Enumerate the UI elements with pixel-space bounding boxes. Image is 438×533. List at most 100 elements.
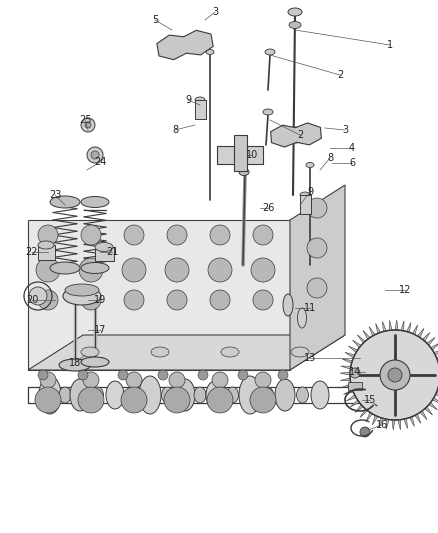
- FancyBboxPatch shape: [300, 195, 311, 214]
- Circle shape: [238, 370, 248, 380]
- Text: 10: 10: [246, 150, 258, 160]
- Ellipse shape: [195, 97, 205, 103]
- Ellipse shape: [263, 109, 273, 115]
- Polygon shape: [363, 330, 370, 340]
- Circle shape: [38, 370, 48, 380]
- Polygon shape: [404, 418, 407, 429]
- Ellipse shape: [81, 262, 109, 273]
- Polygon shape: [360, 409, 367, 417]
- Polygon shape: [427, 337, 435, 345]
- Ellipse shape: [194, 387, 206, 403]
- Polygon shape: [406, 322, 411, 333]
- Circle shape: [36, 258, 60, 282]
- Text: 13: 13: [304, 353, 316, 363]
- Polygon shape: [343, 390, 353, 394]
- Ellipse shape: [283, 294, 293, 316]
- Polygon shape: [157, 30, 213, 60]
- Circle shape: [208, 258, 232, 282]
- Polygon shape: [340, 378, 350, 381]
- Circle shape: [81, 118, 95, 132]
- Polygon shape: [353, 340, 361, 348]
- Circle shape: [83, 372, 99, 388]
- Polygon shape: [415, 414, 421, 424]
- Circle shape: [118, 370, 128, 380]
- Circle shape: [253, 290, 273, 310]
- Text: 22: 22: [26, 247, 38, 257]
- Text: 23: 23: [49, 190, 61, 200]
- Polygon shape: [366, 413, 372, 422]
- Ellipse shape: [81, 197, 109, 207]
- Polygon shape: [350, 400, 359, 407]
- Ellipse shape: [151, 347, 169, 357]
- Ellipse shape: [59, 359, 91, 371]
- Ellipse shape: [162, 387, 173, 403]
- Ellipse shape: [311, 381, 329, 409]
- Circle shape: [81, 290, 101, 310]
- Circle shape: [212, 372, 228, 388]
- Ellipse shape: [297, 308, 307, 328]
- Ellipse shape: [239, 376, 261, 414]
- Text: 3: 3: [212, 7, 218, 17]
- Text: 9: 9: [185, 95, 191, 105]
- Text: 2: 2: [297, 130, 303, 140]
- FancyBboxPatch shape: [194, 100, 205, 118]
- Ellipse shape: [300, 192, 310, 198]
- Circle shape: [350, 330, 438, 420]
- Circle shape: [40, 372, 56, 388]
- Circle shape: [35, 387, 61, 413]
- Ellipse shape: [306, 163, 314, 167]
- Polygon shape: [355, 405, 363, 413]
- Polygon shape: [290, 185, 345, 370]
- Polygon shape: [379, 418, 383, 427]
- Ellipse shape: [38, 241, 54, 249]
- Circle shape: [158, 370, 168, 380]
- Polygon shape: [395, 320, 398, 330]
- Circle shape: [250, 387, 276, 413]
- FancyBboxPatch shape: [233, 134, 247, 171]
- Text: 4: 4: [349, 143, 355, 153]
- Circle shape: [79, 258, 103, 282]
- Ellipse shape: [265, 49, 275, 55]
- Polygon shape: [420, 411, 427, 419]
- Polygon shape: [357, 335, 365, 343]
- Polygon shape: [343, 359, 353, 364]
- Ellipse shape: [226, 387, 239, 403]
- Text: 1: 1: [387, 40, 393, 50]
- Ellipse shape: [50, 262, 80, 274]
- Circle shape: [278, 370, 288, 380]
- Circle shape: [307, 238, 327, 258]
- Ellipse shape: [63, 287, 101, 305]
- Circle shape: [124, 225, 144, 245]
- Polygon shape: [369, 327, 375, 336]
- Circle shape: [181, 41, 189, 49]
- Polygon shape: [431, 343, 438, 350]
- Polygon shape: [425, 407, 433, 415]
- Text: 20: 20: [26, 295, 38, 305]
- Text: 21: 21: [106, 247, 118, 257]
- Polygon shape: [435, 392, 438, 398]
- Text: 11: 11: [304, 303, 316, 313]
- Text: 26: 26: [262, 203, 274, 213]
- Polygon shape: [372, 415, 378, 425]
- Circle shape: [167, 225, 187, 245]
- Circle shape: [81, 225, 101, 245]
- Ellipse shape: [297, 387, 308, 403]
- Text: 19: 19: [94, 295, 106, 305]
- Polygon shape: [345, 352, 355, 358]
- Text: 5: 5: [152, 15, 158, 25]
- FancyBboxPatch shape: [348, 382, 362, 390]
- Ellipse shape: [239, 168, 249, 175]
- FancyBboxPatch shape: [38, 245, 54, 260]
- Text: 15: 15: [364, 395, 376, 405]
- Polygon shape: [401, 321, 404, 331]
- Polygon shape: [410, 417, 414, 426]
- Circle shape: [167, 290, 187, 310]
- Circle shape: [255, 372, 271, 388]
- Polygon shape: [392, 420, 395, 430]
- Ellipse shape: [261, 387, 273, 403]
- Text: 3: 3: [342, 125, 348, 135]
- Circle shape: [91, 151, 99, 159]
- Circle shape: [121, 387, 147, 413]
- Polygon shape: [28, 335, 345, 370]
- Ellipse shape: [127, 387, 138, 403]
